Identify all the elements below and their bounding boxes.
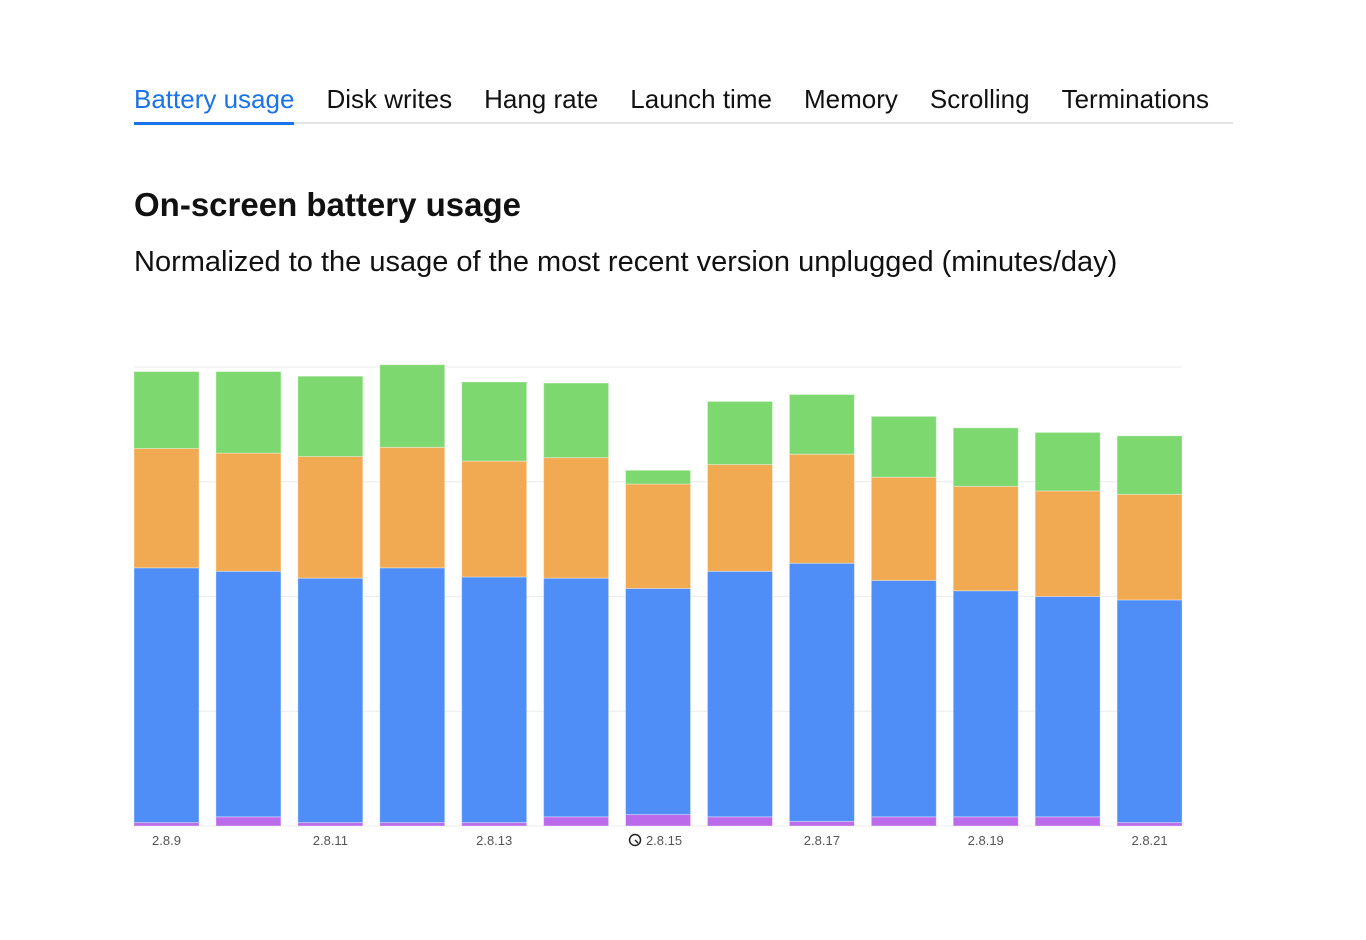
tab-memory[interactable]: Memory [803,84,898,114]
x-tick-label: 2.8.13 [476,833,512,848]
bar-segment [952,590,1019,818]
bar-segment [543,457,610,579]
bar-segment [133,371,200,449]
bar-segment [215,452,282,572]
bar-segment [1034,431,1101,492]
x-tick-label: 2.8.9 [152,833,181,848]
bar-segment [215,816,282,827]
bar-segment [215,570,282,818]
tab-launch-time[interactable]: Launch time [630,84,772,114]
bar-segment [706,816,773,827]
bar-segment [1116,493,1183,601]
bar-segment [543,577,610,818]
x-tick-label: 2.8.15 [646,833,682,848]
bar-segment [297,822,364,827]
x-tick-label: 2.8.17 [804,833,840,848]
bar-segment [1116,822,1183,827]
bar-segment [379,822,446,827]
tab-terminations[interactable]: Terminations [1061,84,1209,114]
bar-segment [788,562,855,822]
stopwatch-icon [628,833,642,847]
bar-segment [870,476,937,581]
x-tick-label: 2.8.21 [1131,833,1167,848]
bar-segment [297,456,364,579]
tab-bar: Battery usage Disk writes Hang rate Launch … [134,82,1233,125]
bar-segment [1116,435,1183,495]
stopwatch-icon-hand [634,839,639,844]
bar-segment [133,447,200,569]
bar-segment [461,822,528,827]
bar-segment [952,485,1019,592]
bar-segment [133,822,200,827]
bar-segment [379,364,446,448]
bar-segment [706,570,773,818]
bar-segment [870,816,937,827]
bar-segment [1034,596,1101,818]
bar-segment [543,816,610,827]
x-tick-label: 2.8.11 [313,833,348,848]
bar-segment [543,382,610,459]
bar-segment [133,567,200,824]
tab-disk-writes[interactable]: Disk writes [326,84,453,114]
tab-scrolling[interactable]: Scrolling [929,84,1030,114]
bar-segment [461,381,528,462]
bar-segment [1034,490,1101,597]
x-tick-label: 2.8.19 [968,833,1004,848]
bar-segment [1116,599,1183,824]
bar-segment [215,371,282,454]
bar-segment [952,427,1019,487]
tab-battery-usage[interactable]: Battery usage [134,82,295,125]
bar-segment [297,375,364,458]
chart-subtitle: Normalized to the usage of the most rece… [134,246,1118,278]
bar-segment [379,567,446,824]
bar-segment [870,415,937,478]
bar-segment [461,576,528,824]
bar-segment [1034,816,1101,827]
bar-segment [706,464,773,572]
bar-segment [625,587,692,816]
chart-title: On-screen battery usage [134,186,521,223]
bar-segment [788,453,855,564]
bar-segment [788,394,855,455]
bar-segment [788,820,855,827]
bar-segment [461,460,528,578]
bar-segment [379,446,446,569]
bar-segment [870,579,937,818]
bar-segment [952,816,1019,827]
tab-hang-rate[interactable]: Hang rate [484,84,599,114]
bar-segment [706,400,773,466]
bar-segment [297,577,364,824]
bar-segment [625,483,692,589]
bar-segment [625,469,692,485]
bar-segment [625,814,692,827]
